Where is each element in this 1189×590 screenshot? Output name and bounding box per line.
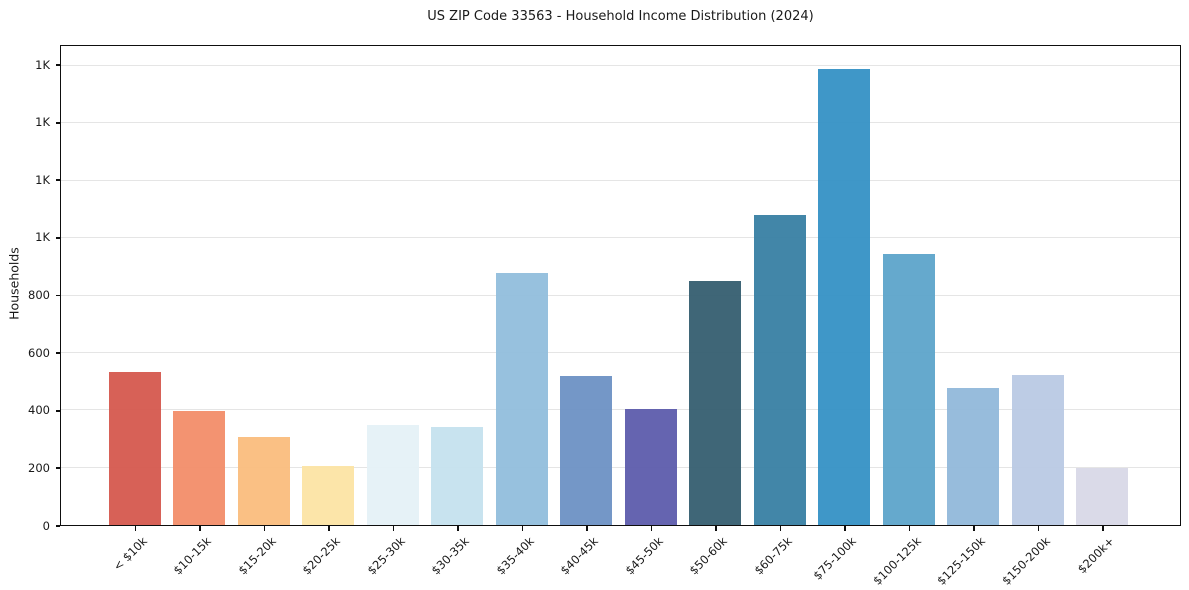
x-tick-label: $20-25k (299, 534, 343, 578)
chart-title: US ZIP Code 33563 - Household Income Dis… (427, 9, 814, 24)
x-tick-mark (521, 526, 524, 531)
x-tick-mark (973, 526, 975, 531)
gridline (61, 409, 1180, 411)
gridline (61, 179, 1180, 181)
y-tick-mark (55, 352, 60, 355)
x-tick-mark (328, 526, 330, 531)
bar (302, 466, 355, 525)
x-tick-mark (457, 526, 459, 531)
bar (495, 273, 548, 525)
bar (882, 254, 935, 525)
x-tick-label: $45-50k (621, 534, 666, 578)
bar (366, 425, 419, 525)
y-tick-label: 800 (28, 288, 50, 303)
x-tick-label: < $10k (109, 534, 150, 574)
x-tick-label: $100-125k (869, 534, 924, 588)
bar (753, 214, 806, 525)
x-tick-mark (779, 526, 782, 531)
bar (560, 376, 613, 525)
x-tick-mark (263, 526, 266, 531)
y-tick-mark (55, 121, 60, 124)
y-tick-mark (55, 409, 60, 412)
gridline (61, 351, 1180, 353)
y-tick-mark (55, 179, 60, 182)
bar (108, 371, 161, 525)
bar (1011, 375, 1064, 525)
gridline (61, 65, 1180, 67)
x-tick-label: $50-60k (686, 534, 730, 578)
x-tick-label: $150-200k (998, 534, 1053, 588)
bar (431, 427, 484, 525)
gridline (61, 466, 1180, 468)
gridline (61, 237, 1180, 239)
y-tick-label: 1K (35, 115, 50, 130)
x-tick-label: $15-20k (234, 534, 279, 578)
x-tick-label: $10-15k (170, 534, 214, 578)
x-tick-label: $75-100k (810, 534, 859, 583)
x-tick-label: $125-150k (934, 534, 988, 588)
x-tick-mark (392, 526, 395, 531)
x-tick-mark (650, 526, 653, 531)
x-tick-label: $35-40k (492, 534, 537, 578)
x-tick-mark (586, 526, 588, 531)
x-tick-mark (908, 526, 911, 531)
plot-area (60, 45, 1181, 526)
bar (237, 437, 290, 525)
x-tick-label: $200k+ (1074, 534, 1117, 577)
bar (1076, 468, 1129, 525)
x-tick-label: $30-35k (428, 534, 472, 578)
y-tick-label: 200 (28, 460, 50, 475)
gridline (61, 122, 1180, 124)
y-tick-mark (55, 237, 60, 239)
bar (947, 387, 1000, 525)
bar (689, 281, 742, 525)
y-tick-label: 400 (28, 403, 50, 418)
x-tick-mark (844, 526, 846, 531)
gridline (61, 294, 1180, 296)
x-tick-label: $40-45k (557, 534, 601, 578)
bar (173, 410, 226, 525)
x-tick-label: $25-30k (363, 534, 408, 578)
x-tick-mark (715, 526, 717, 531)
y-tick-label: 600 (28, 345, 50, 360)
y-tick-label: 1K (35, 230, 50, 245)
x-tick-mark (199, 526, 201, 531)
y-tick-label: 0 (42, 518, 50, 533)
bar (624, 409, 677, 525)
y-tick-mark (55, 64, 60, 67)
y-tick-mark (55, 467, 60, 470)
bar (818, 68, 871, 525)
x-tick-mark (134, 526, 137, 531)
y-tick-mark (55, 294, 60, 297)
x-tick-mark (1102, 526, 1104, 531)
y-tick-mark (55, 525, 60, 527)
x-tick-mark (1037, 526, 1040, 531)
y-tick-label: 1K (35, 172, 50, 187)
y-tick-label: 1K (35, 57, 50, 72)
x-tick-label: $60-75k (750, 534, 795, 578)
